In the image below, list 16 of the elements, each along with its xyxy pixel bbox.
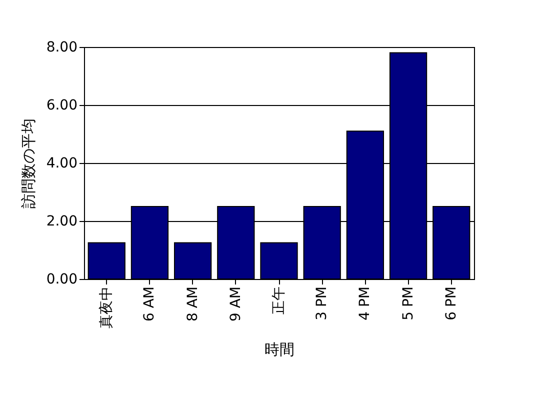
- x-tick-label: 6 PM: [443, 286, 460, 320]
- y-axis-title: 訪問数の平均: [19, 118, 38, 208]
- x-tick-label: 4 PM: [357, 286, 374, 320]
- x-tick-label: 5 PM: [400, 286, 416, 320]
- y-tick-label: 4.00: [46, 156, 78, 172]
- x-tick-label: 6 AM: [142, 286, 158, 322]
- x-axis-title: 時間: [264, 340, 294, 358]
- y-tick-label: 0.00: [46, 272, 78, 288]
- y-tick-label: 8.00: [46, 40, 78, 56]
- x-tick-label: 真夜中: [98, 286, 115, 328]
- x-tick-label: 9 AM: [228, 286, 244, 322]
- x-tick-label: 3 PM: [314, 286, 330, 320]
- x-tick-label: 正午: [271, 286, 287, 314]
- y-tick-label: 6.00: [46, 98, 78, 114]
- y-tick-label: 2.00: [46, 214, 78, 230]
- x-tick-label: 8 AM: [184, 286, 201, 322]
